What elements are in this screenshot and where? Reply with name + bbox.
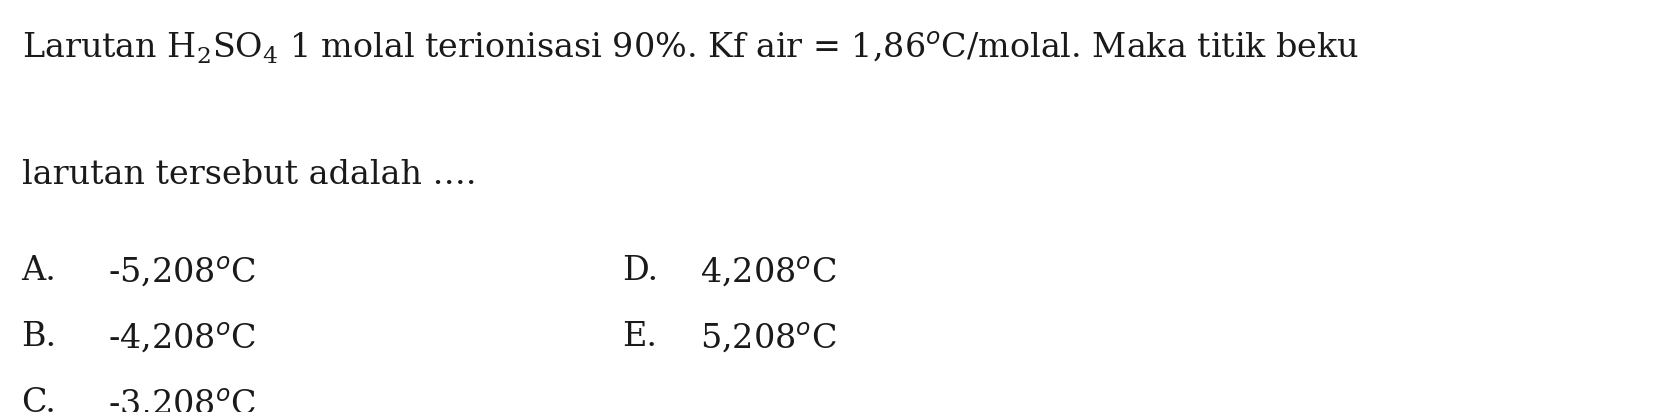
Text: Larutan $\mathregular{H_2SO_4}$ 1 molal terionisasi 90%. Kf air = 1,86$^o$C/mola: Larutan $\mathregular{H_2SO_4}$ 1 molal … — [22, 29, 1359, 65]
Text: B.: B. — [22, 321, 56, 353]
Text: 4,208$^o$C: 4,208$^o$C — [700, 255, 836, 290]
Text: larutan tersebut adalah ….: larutan tersebut adalah …. — [22, 159, 476, 191]
Text: A.: A. — [22, 255, 56, 288]
Text: -3,208$^o$C: -3,208$^o$C — [108, 387, 255, 412]
Text: D.: D. — [622, 255, 659, 288]
Text: -5,208$^o$C: -5,208$^o$C — [108, 255, 255, 290]
Text: E.: E. — [622, 321, 657, 353]
Text: -4,208$^o$C: -4,208$^o$C — [108, 321, 255, 356]
Text: C.: C. — [22, 387, 56, 412]
Text: 5,208$^o$C: 5,208$^o$C — [700, 321, 836, 356]
